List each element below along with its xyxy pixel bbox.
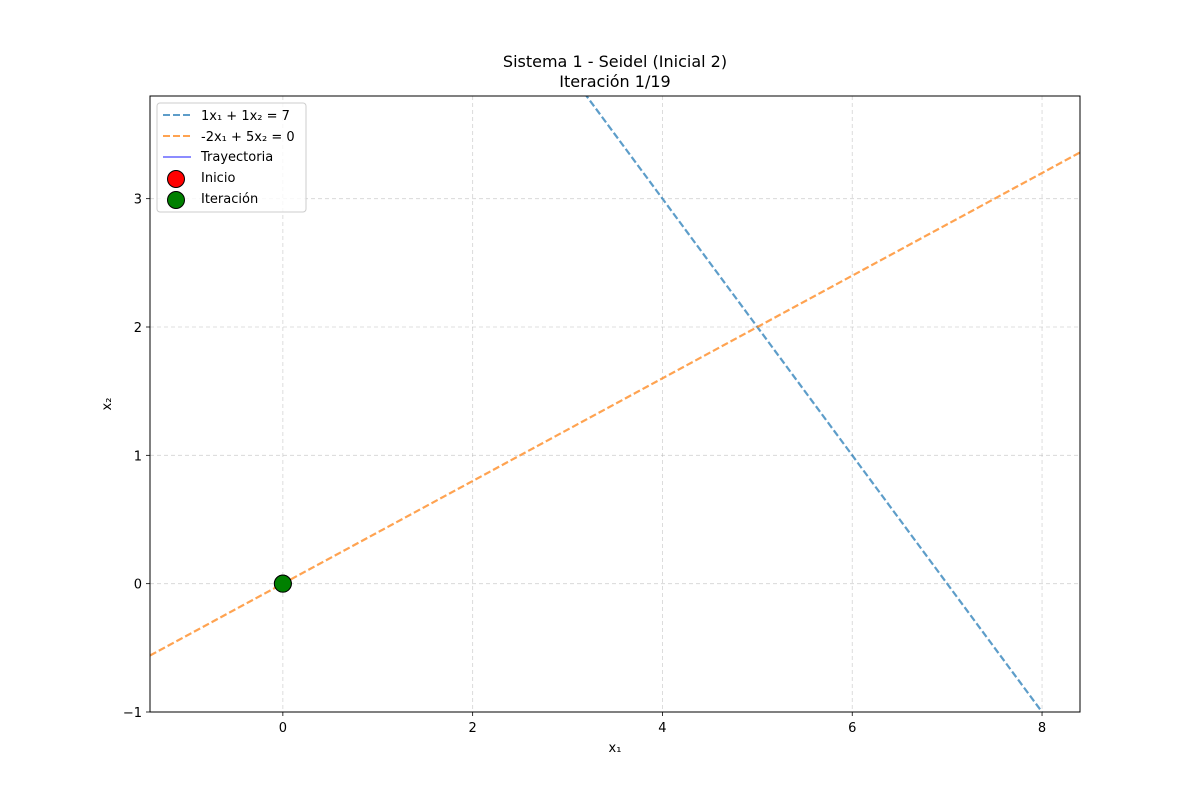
- y-axis-label: x₂: [100, 398, 115, 411]
- x-tick-label: 2: [469, 721, 477, 736]
- y-tick-label: 0: [134, 578, 142, 593]
- x-tick-label: 6: [848, 721, 856, 736]
- legend-iteration-marker: [167, 191, 185, 209]
- x-axis-label: x₁: [609, 741, 622, 756]
- legend-line-2-label: -2x₁ + 5x₂ = 0: [201, 130, 295, 145]
- equation-line-2: [150, 151, 1080, 657]
- legend: 1x₁ + 1x₂ = 7 -2x₁ + 5x₂ = 0 Trayectoria…: [156, 102, 307, 213]
- chart-subtitle: Iteración 1/19: [559, 72, 670, 91]
- y-axis-ticks: −1 0 1 2 3: [123, 193, 150, 721]
- legend-trajectory-label: Trayectoria: [200, 150, 273, 165]
- plot-frame: [149, 95, 1081, 713]
- legend-iteration-label: Iteración: [201, 192, 258, 207]
- legend-start-marker: [167, 170, 185, 188]
- chart-title: Sistema 1 - Seidel (Inicial 2): [503, 52, 727, 71]
- legend-start-label: Inicio: [201, 171, 235, 186]
- y-tick-label: 2: [134, 321, 142, 336]
- legend-line-1-label: 1x₁ + 1x₂ = 7: [201, 109, 290, 124]
- plot-lines: [150, 96, 1080, 712]
- x-tick-label: 0: [279, 721, 287, 736]
- plot-points: [273, 574, 292, 593]
- y-tick-label: 3: [134, 193, 142, 208]
- iteration-point-marker: [273, 574, 292, 593]
- y-tick-label: 1: [134, 449, 142, 464]
- x-tick-label: 8: [1038, 721, 1046, 736]
- equation-line-1: [585, 96, 1044, 712]
- x-axis-ticks: 0 2 4 6 8: [279, 712, 1046, 736]
- y-tick-label: −1: [123, 706, 142, 721]
- legend-box: [156, 102, 307, 213]
- x-tick-label: 4: [658, 721, 666, 736]
